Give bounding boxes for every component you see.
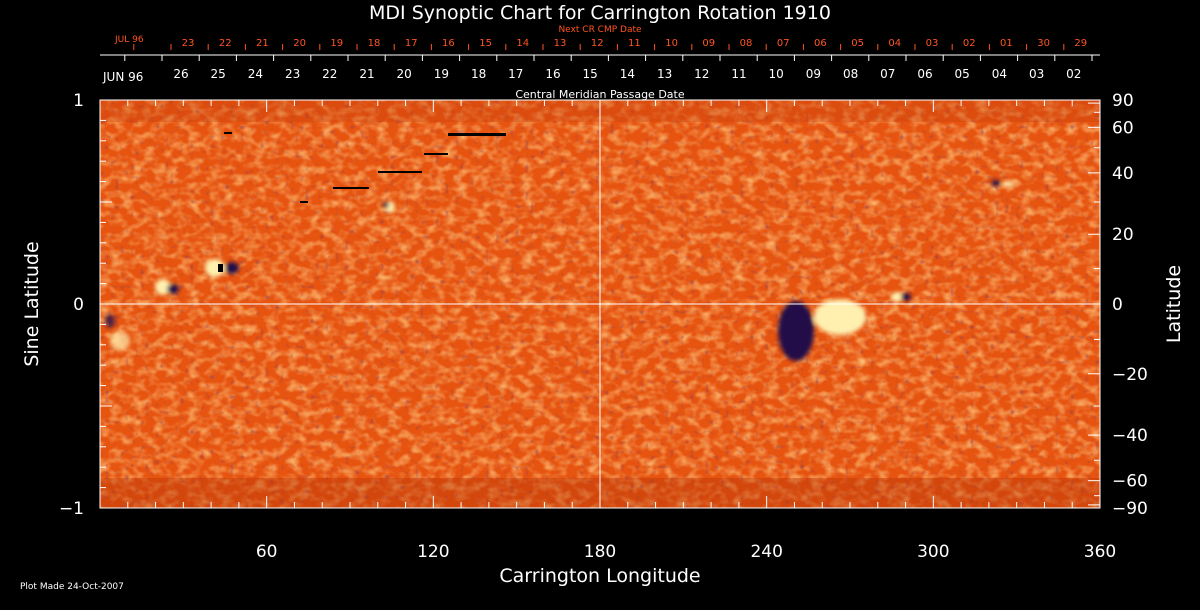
next-cr-axis-label: Next CR CMP Date — [558, 25, 642, 35]
y-right-axis-label: Latitude — [1163, 265, 1185, 343]
next-cr-day-label: 10 — [665, 38, 678, 49]
data-gap-streak — [224, 132, 232, 134]
cmp-day-label: 10 — [769, 67, 784, 81]
cmp-axis: 26 25 24 23 22 21 20 19 18 17 16 15 14 13 12 11 10 09 08 07… — [100, 54, 1100, 81]
cmp-day-label: 02 — [1066, 67, 1081, 81]
cmp-axis-label: Central Meridian Passage Date — [515, 88, 684, 101]
next-cr-day-label: 16 — [442, 38, 455, 49]
data-gap-streak — [300, 201, 308, 203]
plot-footer: Plot Made 24-Oct-2007 — [20, 582, 124, 592]
next-cr-day-label: 03 — [926, 38, 939, 49]
next-cr-day-label: 04 — [888, 38, 901, 49]
x-tick-label: 180 — [584, 542, 616, 562]
y-right-tick-label: −90 — [1112, 499, 1148, 519]
cmp-day-label: 03 — [1029, 67, 1044, 81]
y-left-tick-label: 1 — [73, 91, 84, 111]
next-cr-day-label: 14 — [516, 38, 529, 49]
x-axis: 60 120 180 240 300 360 — [99, 100, 1116, 562]
cmp-day-label: 09 — [806, 67, 821, 81]
x-tick-label: 360 — [1084, 542, 1116, 562]
cmp-day-label: 22 — [322, 67, 337, 81]
x-tick-label: 60 — [256, 542, 278, 562]
next-cr-day-label: 02 — [963, 38, 976, 49]
active-region — [105, 180, 1014, 361]
y-right-tick-label: 40 — [1112, 164, 1134, 184]
x-tick-label: 300 — [917, 542, 949, 562]
cmp-day-label: 16 — [545, 67, 560, 81]
next-cr-day-label: 21 — [256, 38, 269, 49]
chart-title: MDI Synoptic Chart for Carrington Rotati… — [369, 2, 831, 24]
cmp-day-label: 04 — [992, 67, 1007, 81]
next-cr-day-label: 12 — [591, 38, 604, 49]
x-tick-label: 240 — [750, 542, 782, 562]
cmp-day-label: 07 — [880, 67, 895, 81]
next-cr-day-label: 17 — [405, 38, 418, 49]
next-cr-day-label: 06 — [814, 38, 827, 49]
chart-grid — [100, 100, 1100, 508]
next-cr-day-label: 19 — [330, 38, 343, 49]
y-right-tick-label: −20 — [1112, 365, 1148, 385]
data-gap-streak — [333, 187, 369, 189]
y-left-axis: 1 0 −1 — [59, 91, 112, 519]
next-cr-month-label: JUL 96 — [114, 35, 144, 45]
next-cr-day-label: 08 — [740, 38, 753, 49]
cmp-day-label: 21 — [359, 67, 374, 81]
next-cr-day-label: 11 — [628, 38, 641, 49]
data-gap-streak — [424, 153, 448, 155]
next-cr-day-label: 18 — [368, 38, 381, 49]
next-cr-day-label: 29 — [1074, 38, 1087, 49]
next-cr-day-label: 15 — [479, 38, 492, 49]
cmp-day-label: 24 — [248, 67, 263, 81]
y-left-tick-label: −1 — [59, 499, 84, 519]
data-gap-streak — [378, 171, 422, 173]
cmp-month-label: JUN 96 — [102, 70, 143, 84]
y-right-tick-label: −60 — [1112, 472, 1148, 492]
y-right-tick-label: 60 — [1112, 118, 1134, 138]
next-cr-day-label: 13 — [554, 38, 567, 49]
next-cr-day-label: 07 — [777, 38, 790, 49]
cmp-day-label: 18 — [471, 67, 486, 81]
cmp-day-label: 08 — [843, 67, 858, 81]
cmp-day-label: 05 — [955, 67, 970, 81]
y-left-tick-label: 0 — [73, 295, 84, 315]
cmp-day-label: 26 — [173, 67, 188, 81]
sunspot-core — [218, 264, 223, 272]
cmp-day-label: 25 — [211, 67, 226, 81]
cmp-day-label: 20 — [397, 67, 412, 81]
next-cr-day-label: 30 — [1037, 38, 1050, 49]
next-cr-day-label: 23 — [182, 38, 195, 49]
y-right-tick-label: 0 — [1112, 295, 1123, 315]
cmp-day-label: 11 — [731, 67, 746, 81]
y-right-tick-label: 20 — [1112, 225, 1134, 245]
cmp-day-label: 13 — [657, 67, 672, 81]
next-cr-day-label: 09 — [702, 38, 715, 49]
cmp-day-label: 06 — [917, 67, 932, 81]
next-cr-day-label: 01 — [1000, 38, 1013, 49]
x-tick-label: 120 — [417, 542, 449, 562]
next-cr-axis: 23 22 21 20 19 18 17 16 15 14 13 12 11 10 09 08 07 06 05 04… — [133, 38, 1087, 50]
data-gap-streak — [448, 133, 506, 136]
next-cr-day-label: 05 — [851, 38, 864, 49]
y-right-axis: 90 60 40 20 0 −20 −40 −60 −90 — [1088, 91, 1148, 519]
y-right-tick-label: −40 — [1112, 426, 1148, 446]
y-right-tick-label: 90 — [1112, 91, 1134, 111]
cmp-day-label: 23 — [285, 67, 300, 81]
next-cr-day-label: 20 — [293, 38, 306, 49]
y-left-axis-label: Sine Latitude — [21, 241, 43, 366]
cmp-day-label: 19 — [434, 67, 449, 81]
next-cr-day-label: 22 — [219, 38, 232, 49]
cmp-day-label: 12 — [694, 67, 709, 81]
cmp-day-label: 17 — [508, 67, 523, 81]
cmp-day-label: 14 — [620, 67, 635, 81]
x-axis-label: Carrington Longitude — [499, 565, 700, 587]
cmp-day-label: 15 — [583, 67, 598, 81]
